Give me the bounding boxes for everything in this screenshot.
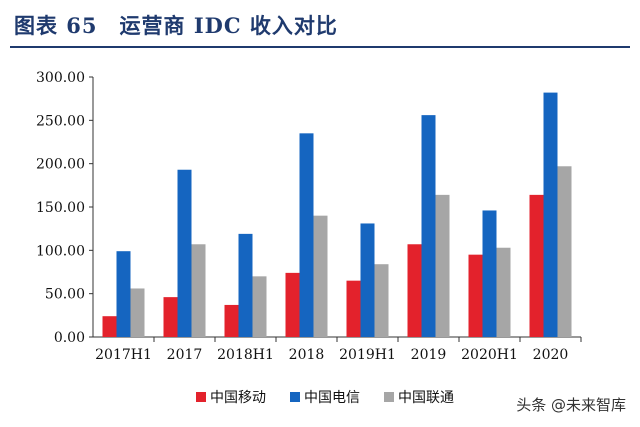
bar-0-2020H1 bbox=[468, 254, 483, 337]
bar-2-2020H1 bbox=[496, 247, 511, 337]
bar-2-2018 bbox=[313, 215, 328, 337]
x-tick-label: 2018H1 bbox=[217, 347, 274, 363]
legend-swatch bbox=[196, 392, 206, 402]
bar-1-2020 bbox=[543, 92, 558, 337]
bar-2-2017H1 bbox=[130, 288, 145, 337]
y-tick-label: 0.00 bbox=[54, 330, 85, 346]
bar-2-2017 bbox=[191, 244, 206, 337]
x-tick-label: 2020 bbox=[533, 347, 569, 363]
legend-label: 中国移动 bbox=[210, 390, 266, 406]
y-tick-label: 200.00 bbox=[36, 157, 85, 173]
bar-0-2018 bbox=[285, 272, 300, 337]
x-tick-label: 2017 bbox=[167, 347, 203, 363]
bar-1-2018H1 bbox=[238, 233, 253, 337]
bar-1-2019H1 bbox=[360, 223, 375, 337]
y-tick-label: 150.00 bbox=[36, 200, 85, 216]
x-tick-label: 2019 bbox=[411, 347, 447, 363]
bar-0-2019H1 bbox=[346, 280, 361, 337]
title-divider bbox=[10, 46, 630, 48]
bar-0-2017H1 bbox=[102, 316, 117, 337]
bar-0-2017 bbox=[163, 297, 178, 337]
watermark: 头条 @未来智库 bbox=[516, 396, 626, 414]
bar-2-2020 bbox=[557, 166, 572, 337]
bar-2-2018H1 bbox=[252, 276, 267, 337]
figure-title: 图表 65 运营商 IDC 收入对比 bbox=[14, 13, 338, 38]
bar-1-2019 bbox=[421, 115, 436, 337]
legend-swatch bbox=[290, 392, 300, 402]
bar-1-2018 bbox=[299, 133, 314, 337]
x-tick-label: 2019H1 bbox=[339, 347, 396, 363]
bar-1-2020H1 bbox=[482, 210, 497, 337]
y-tick-label: 300.00 bbox=[36, 70, 85, 86]
legend-label: 中国联通 bbox=[398, 390, 454, 406]
bar-0-2019 bbox=[407, 244, 422, 337]
y-tick-label: 100.00 bbox=[36, 243, 85, 259]
legend-label: 中国电信 bbox=[304, 390, 360, 406]
y-tick-label: 50.00 bbox=[45, 287, 85, 303]
x-tick-label: 2017H1 bbox=[95, 347, 152, 363]
bar-2-2019H1 bbox=[374, 264, 389, 337]
legend-swatch bbox=[384, 392, 394, 402]
bar-0-2018H1 bbox=[224, 304, 239, 337]
bar-0-2020 bbox=[529, 194, 544, 337]
bar-2-2019 bbox=[435, 194, 450, 337]
y-tick-label: 250.00 bbox=[36, 113, 85, 129]
bar-1-2017H1 bbox=[116, 251, 131, 337]
x-tick-label: 2020H1 bbox=[461, 347, 518, 363]
x-tick-label: 2018 bbox=[289, 347, 325, 363]
bar-1-2017 bbox=[177, 169, 192, 337]
